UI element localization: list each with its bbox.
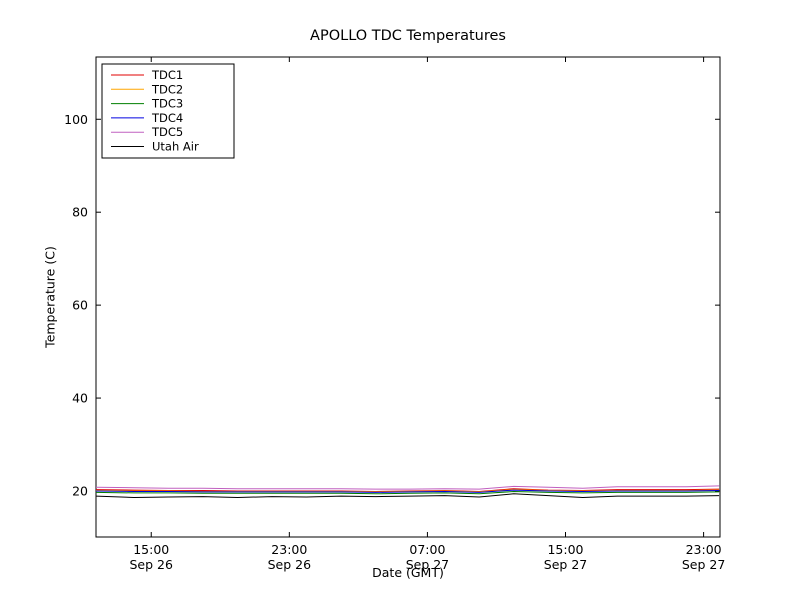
x-tick-time-label: 15:00	[547, 542, 583, 557]
y-tick-label: 100	[64, 112, 88, 127]
x-tick-time-label: 07:00	[409, 542, 445, 557]
x-tick-date-label: Sep 26	[268, 557, 311, 572]
x-tick-date-label: Sep 26	[130, 557, 173, 572]
legend-label-tdc4: TDC4	[151, 111, 183, 125]
x-tick-date-label: Sep 27	[406, 557, 449, 572]
legend-box	[101, 63, 235, 159]
legend-label-tdc3: TDC3	[151, 97, 183, 111]
x-tick-date-label: Sep 27	[682, 557, 725, 572]
x-axis-label: Date (GMT)	[372, 565, 444, 580]
y-axis-ticks: 20 40 60 80 100	[64, 112, 720, 498]
y-tick-label: 80	[72, 205, 88, 220]
x-tick-time-label: 15:00	[133, 542, 169, 557]
chart-title: APOLLO TDC Temperatures	[310, 28, 506, 44]
x-tick-time-label: 23:00	[271, 542, 307, 557]
legend-label-tdc5: TDC5	[151, 125, 183, 139]
x-tick-time-label: 23:00	[686, 542, 722, 557]
series-line-tdc5	[95, 485, 720, 490]
legend-label-tdc1: TDC1	[151, 68, 183, 82]
y-tick-label: 20	[72, 483, 88, 498]
series-line-tdc3	[95, 490, 720, 495]
y-tick-label: 60	[72, 298, 88, 313]
series-line-tdc4	[95, 489, 720, 493]
legend-label-tdc2: TDC2	[151, 82, 183, 96]
y-tick-label: 40	[72, 391, 88, 406]
series-lines	[95, 485, 720, 499]
x-tick-date-label: Sep 27	[544, 557, 587, 572]
legend-label-utah-air: Utah Air	[152, 140, 199, 154]
axes-frame	[95, 56, 721, 538]
series-line-utah-air	[95, 493, 720, 499]
